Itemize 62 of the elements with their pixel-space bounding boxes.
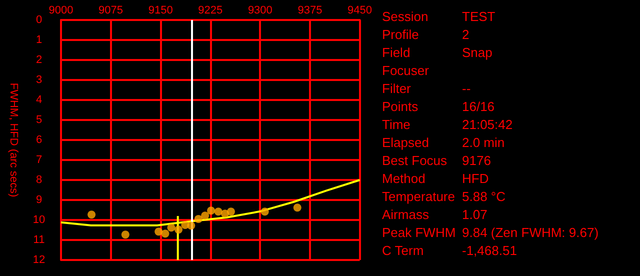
- text: TEST: [462, 9, 496, 24]
- y-tick-label: 1: [36, 34, 42, 46]
- text: -1,468.51: [462, 243, 517, 258]
- x-tick-label: 9225: [198, 4, 223, 16]
- point: [201, 212, 210, 220]
- y-tick-label: 4: [36, 94, 42, 106]
- category-label: Time: [382, 117, 410, 132]
- x-tick-label: 9450: [348, 4, 372, 16]
- text: 9.84 (Zen FWHM: 9.67): [462, 225, 599, 240]
- point: [207, 206, 216, 215]
- category-label: Peak FWHM: [382, 225, 456, 240]
- y-tick-label: 10: [32, 214, 46, 226]
- y-tick-label: 8: [36, 174, 42, 186]
- category-label: Field: [382, 45, 410, 60]
- category-label: Temperature: [382, 189, 455, 204]
- category-label: Elapsed: [382, 135, 429, 150]
- category-label: Session: [382, 9, 428, 24]
- x-tick-label: 9375: [298, 4, 322, 16]
- y-tick-label: 5: [36, 114, 42, 126]
- text: Snap: [462, 45, 492, 60]
- text: 16/16: [462, 99, 495, 114]
- point: [293, 204, 302, 212]
- x-tick-label: 9300: [248, 4, 272, 16]
- point: [214, 208, 222, 216]
- text: 21:05:42: [462, 117, 513, 132]
- text: 1.07: [462, 207, 488, 222]
- y-tick-label: 6: [36, 134, 42, 146]
- point: [161, 230, 170, 238]
- text: 9176: [462, 153, 491, 168]
- x-tick-label: 9075: [98, 4, 124, 16]
- point: [174, 226, 183, 234]
- text: --: [462, 81, 471, 96]
- category-label: Airmass: [382, 207, 429, 222]
- y-tick-label: 7: [36, 154, 42, 166]
- category-label: Method: [382, 171, 426, 186]
- point: [187, 222, 196, 230]
- category-label: Best Focus: [382, 153, 448, 168]
- point: [260, 208, 269, 216]
- point: [154, 228, 163, 236]
- category-label: C Term: [382, 243, 424, 258]
- text: 2: [462, 27, 470, 42]
- category-label: Filter: [382, 81, 411, 96]
- y-tick-label: 2: [36, 54, 42, 66]
- category-label: Points: [382, 99, 418, 114]
- y-tick-label: 12: [32, 254, 46, 266]
- category-label: Focuser: [382, 63, 429, 78]
- y-tick-label: 0: [36, 14, 42, 26]
- point: [167, 224, 176, 232]
- y-tick-label: 3: [36, 74, 42, 86]
- point: [226, 208, 235, 216]
- x-tick-label: 9000: [48, 4, 74, 16]
- point: [88, 210, 96, 219]
- point: [121, 230, 130, 239]
- x-tick-label: 9150: [148, 4, 173, 16]
- category-label: Profile: [382, 27, 419, 42]
- text: 2.0 min: [462, 135, 505, 150]
- point: [194, 215, 202, 223]
- y-tick-label: 9: [36, 194, 42, 206]
- text: HFD: [462, 171, 489, 186]
- y-axis-title: FWHM, HFD (arc secs): [8, 82, 20, 198]
- text: 5.88 °C: [462, 189, 506, 204]
- y-tick-label: 11: [33, 234, 45, 246]
